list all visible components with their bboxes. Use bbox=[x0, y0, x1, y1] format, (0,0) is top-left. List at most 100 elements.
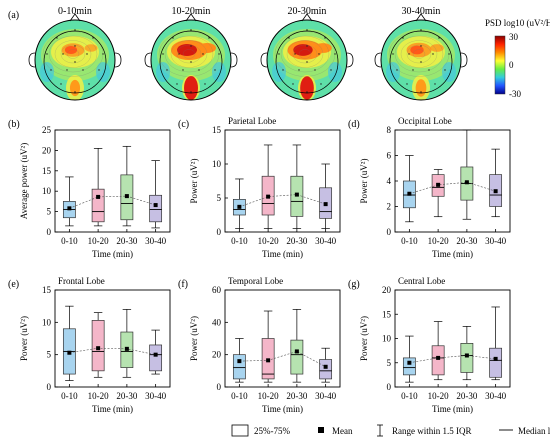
topo-electrode bbox=[432, 53, 434, 55]
box-0-10 bbox=[402, 335, 416, 383]
topo-contour bbox=[394, 35, 444, 73]
topo-hotspot bbox=[415, 79, 427, 97]
box-30-40 bbox=[319, 347, 333, 383]
topo-electrode bbox=[214, 69, 216, 71]
topo-contour bbox=[48, 35, 98, 73]
topo-contour bbox=[182, 49, 196, 59]
topo-contour bbox=[298, 49, 312, 59]
topo-hotspot bbox=[198, 43, 216, 53]
mean-marker bbox=[464, 180, 469, 185]
x-axis-label: Time (min) bbox=[92, 249, 133, 259]
box-30-40 bbox=[149, 160, 163, 229]
y-tick-label: 10 bbox=[382, 334, 392, 344]
x-tick-label: 30-40 bbox=[485, 236, 506, 246]
box-iqr bbox=[319, 359, 333, 380]
legend-whisker-label: Range within 1.5 IQR bbox=[392, 426, 472, 436]
colorbar-gradient bbox=[494, 35, 506, 95]
topo-band bbox=[212, 62, 226, 82]
topo-electrode bbox=[66, 69, 68, 71]
topo-left-ear bbox=[260, 52, 268, 68]
topo-electrode bbox=[444, 69, 446, 71]
topo-map-0: 0-10min bbox=[28, 6, 122, 101]
mean-trend-line bbox=[69, 195, 156, 209]
topo-title-2: 20-30min bbox=[288, 6, 327, 17]
mean-marker bbox=[436, 182, 441, 187]
topo-hotspot bbox=[184, 76, 198, 100]
y-tick-label: 20 bbox=[212, 350, 222, 360]
y-tick-label: 8 bbox=[387, 125, 392, 135]
topo-electrode bbox=[198, 69, 200, 71]
box-20-30 bbox=[290, 144, 304, 229]
x-tick-label: 10-20 bbox=[428, 391, 449, 401]
x-tick-label: 0-10 bbox=[61, 391, 78, 401]
y-tick-label: 10 bbox=[42, 186, 52, 196]
y-tick-label: 4 bbox=[387, 176, 392, 186]
topo-electrode bbox=[166, 69, 168, 71]
topo-electrode bbox=[208, 37, 210, 39]
y-tick-label: 15 bbox=[42, 166, 52, 176]
y-tick-label: 40 bbox=[212, 317, 222, 327]
topo-electrode bbox=[88, 83, 90, 85]
topo-electrode bbox=[62, 53, 64, 55]
topo-field-3 bbox=[381, 20, 461, 100]
topo-hotspot-core bbox=[64, 45, 78, 55]
panel-g: (g) Central Lobe 0 5 10 15 20 Power (uV²) 0-10 10… bbox=[348, 276, 511, 414]
topo-electrode bbox=[176, 83, 178, 85]
topo-electrode bbox=[412, 69, 414, 71]
mean-marker bbox=[96, 194, 101, 199]
colorbar-tick-max: 30 bbox=[509, 32, 519, 42]
plot-frame bbox=[224, 289, 341, 388]
topo-right-ear bbox=[460, 52, 468, 68]
topo-electrode bbox=[190, 29, 192, 31]
y-tick-label: 10 bbox=[42, 317, 52, 327]
topo-head-outline bbox=[150, 19, 232, 101]
topo-hotspot bbox=[84, 44, 98, 52]
mean-marker bbox=[294, 192, 299, 197]
topo-electrode bbox=[306, 29, 308, 31]
box-0-10 bbox=[62, 176, 76, 227]
topo-contour bbox=[170, 40, 208, 68]
legend-mean-label: Mean bbox=[332, 426, 353, 436]
box-10-20 bbox=[431, 169, 445, 218]
topo-electrode bbox=[74, 29, 76, 31]
topo-electrode bbox=[288, 37, 290, 39]
panel-title: Parietal Lobe bbox=[228, 116, 276, 126]
mean-marker bbox=[153, 352, 158, 357]
topo-contour bbox=[176, 44, 202, 64]
mean-marker bbox=[323, 364, 328, 369]
topo-contour bbox=[54, 40, 92, 68]
mean-marker bbox=[67, 350, 72, 355]
y-tick-label: 0 bbox=[387, 382, 392, 392]
mean-marker bbox=[67, 206, 72, 211]
panel-b: (b) 0 5 10 15 20 25 Average power (uV²) 0-10 10-2… bbox=[8, 119, 171, 259]
x-axis-label: Time (min) bbox=[92, 404, 133, 414]
topo-nose bbox=[185, 13, 197, 22]
topo-inner-circle bbox=[43, 30, 107, 94]
panel-d: (d) Occipital Lobe 0 2 4 6 8 Power (uV²) 0-10 10-… bbox=[348, 116, 511, 259]
topo-electrode bbox=[218, 53, 220, 55]
box-30-40 bbox=[149, 329, 163, 375]
topo-electrode bbox=[298, 69, 300, 71]
topo-map-2: 20-30min bbox=[260, 6, 354, 101]
topo-hotspot bbox=[300, 76, 314, 100]
box-20-30 bbox=[460, 129, 474, 220]
topo-electrode bbox=[292, 83, 294, 85]
topo-title-3: 30-40min bbox=[402, 6, 441, 17]
topo-contour bbox=[60, 44, 86, 64]
topo-contour bbox=[286, 40, 324, 68]
x-tick-label: 30-40 bbox=[315, 236, 336, 246]
colorbar-tick-min: -30 bbox=[509, 89, 521, 99]
plot-frame bbox=[54, 129, 171, 233]
x-tick-label: 30-40 bbox=[145, 391, 166, 401]
x-axis-label: Time (min) bbox=[262, 404, 303, 414]
y-tick-label: 20 bbox=[382, 285, 392, 295]
colorbar-tick-zero: 0 bbox=[509, 60, 514, 70]
mean-marker bbox=[266, 194, 271, 199]
y-tick-label: 0 bbox=[387, 227, 392, 237]
topo-hotspot bbox=[69, 79, 81, 97]
panel-a-label: (a) bbox=[8, 10, 19, 21]
topo-electrode bbox=[396, 69, 398, 71]
y-tick-label: 25 bbox=[42, 125, 52, 135]
y-axis-label: Power (uV²) bbox=[359, 316, 369, 361]
y-tick-label: 6 bbox=[387, 151, 392, 161]
